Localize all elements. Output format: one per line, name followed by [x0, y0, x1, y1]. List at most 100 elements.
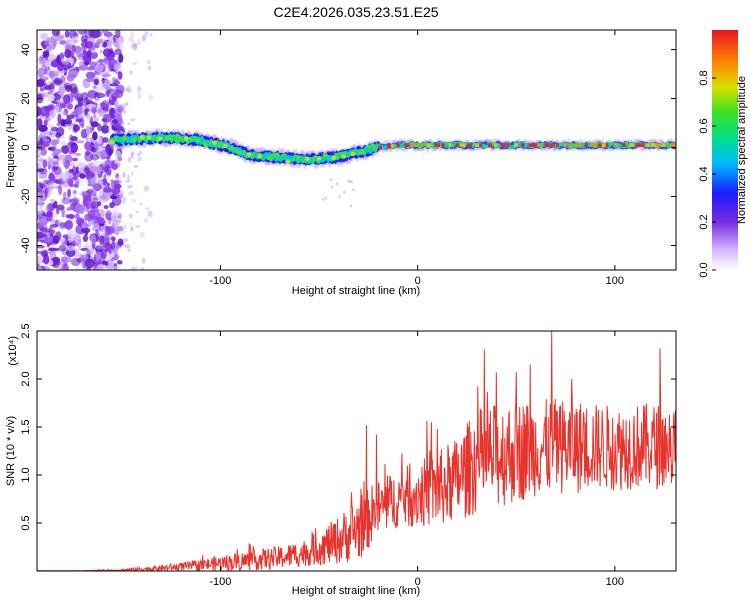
noise-speckle	[99, 80, 108, 91]
noise-speckle	[105, 261, 109, 266]
band-peak	[212, 140, 218, 145]
noise-speckle	[77, 147, 83, 153]
colorbar: 0.0 0.2 0.4 0.6 0.8 Normalized spectral ampl…	[698, 30, 748, 278]
noise-speckle	[64, 160, 70, 170]
band-peak	[109, 140, 115, 145]
noise-speckle	[84, 141, 93, 151]
noise-speckle	[70, 243, 79, 247]
noise-speckle	[77, 97, 84, 107]
noise-speckle	[105, 173, 110, 178]
noise-speckle	[114, 109, 122, 119]
noise-speckle	[45, 179, 55, 186]
noise-speckle	[102, 178, 107, 186]
band-peak	[621, 143, 626, 147]
noise-speckle	[41, 250, 48, 257]
band-peak	[175, 133, 181, 139]
band-peak	[195, 138, 201, 143]
noise-speckle	[101, 235, 110, 245]
band-peak	[635, 143, 641, 147]
band-speckle	[324, 196, 327, 200]
noise-speckle	[128, 190, 135, 196]
noise-speckle	[109, 195, 118, 200]
band-speckle	[347, 179, 350, 183]
colorbar-tick-label: 0.4	[698, 166, 710, 181]
x-tick-label: 100	[606, 275, 624, 287]
noise-speckle	[39, 30, 43, 37]
noise-speckle	[45, 111, 50, 119]
noise-speckle	[105, 169, 112, 177]
colorbar-gradient	[712, 30, 738, 270]
noise-speckle	[40, 227, 51, 233]
noise-speckle	[137, 92, 142, 100]
noise-speckle	[89, 246, 94, 255]
noise-speckle	[74, 152, 82, 157]
noise-speckle	[131, 266, 136, 270]
noise-speckle	[95, 39, 100, 45]
noise-speckle	[44, 68, 48, 75]
band-peak	[537, 143, 541, 147]
band-peak	[419, 143, 424, 147]
band-peak	[165, 135, 171, 141]
noise-speckle	[104, 103, 109, 112]
noise-speckle	[89, 233, 100, 243]
noise-speckle	[52, 151, 59, 156]
noise-speckle	[95, 266, 104, 270]
noise-speckle	[57, 113, 62, 125]
noise-speckle	[85, 113, 91, 122]
noise-speckle	[54, 180, 62, 184]
colorbar-tick-label: 0.8	[698, 70, 710, 85]
noise-speckle	[46, 182, 56, 188]
noise-speckle	[37, 256, 43, 263]
noise-speckle	[64, 48, 72, 59]
noise-speckle	[52, 161, 58, 166]
noise-speckle	[110, 93, 119, 100]
band-peak	[322, 152, 328, 158]
band-peak	[266, 155, 272, 161]
band-peak	[629, 143, 635, 147]
band-peak	[520, 143, 525, 147]
noise-speckle	[38, 202, 44, 208]
noise-speckle	[90, 153, 100, 161]
noise-speckle	[58, 184, 63, 196]
band-core	[416, 142, 421, 146]
noise-speckle	[37, 67, 46, 78]
spectrogram-x-label: Height of straight line (km)	[292, 285, 420, 297]
noise-speckle	[85, 77, 96, 83]
noise-speckle	[147, 65, 152, 70]
spectrogram-noise	[37, 30, 154, 270]
noise-speckle	[103, 190, 110, 202]
band-peak	[549, 143, 555, 147]
noise-speckle	[61, 207, 65, 218]
band-peak	[183, 136, 189, 141]
y-tick-label: 1.5	[20, 419, 32, 434]
noise-speckle	[128, 156, 131, 164]
noise-speckle	[69, 203, 76, 211]
noise-speckle	[91, 164, 101, 175]
noise-speckle	[93, 85, 97, 89]
noise-speckle	[97, 38, 104, 45]
noise-speckle	[112, 205, 120, 217]
noise-speckle	[59, 40, 63, 45]
noise-speckle	[51, 203, 56, 209]
noise-speckle	[91, 106, 97, 114]
noise-speckle	[142, 35, 146, 42]
noise-speckle	[61, 144, 70, 154]
noise-speckle	[67, 188, 71, 198]
noise-speckle	[107, 47, 114, 55]
band-peak	[460, 143, 466, 147]
band-peak	[661, 143, 666, 147]
band-peak	[448, 143, 452, 147]
noise-speckle	[110, 179, 115, 191]
noise-speckle	[137, 38, 141, 46]
band-peak	[378, 145, 382, 150]
noise-speckle	[84, 108, 88, 116]
noise-speckle	[101, 61, 110, 69]
noise-speckle	[49, 35, 58, 42]
noise-speckle	[90, 176, 100, 185]
noise-speckle	[118, 53, 124, 64]
noise-speckle	[115, 84, 125, 95]
band-peak	[577, 143, 583, 147]
y-tick-label: 20	[20, 92, 32, 104]
noise-speckle	[64, 43, 74, 50]
noise-speckle	[46, 210, 53, 218]
